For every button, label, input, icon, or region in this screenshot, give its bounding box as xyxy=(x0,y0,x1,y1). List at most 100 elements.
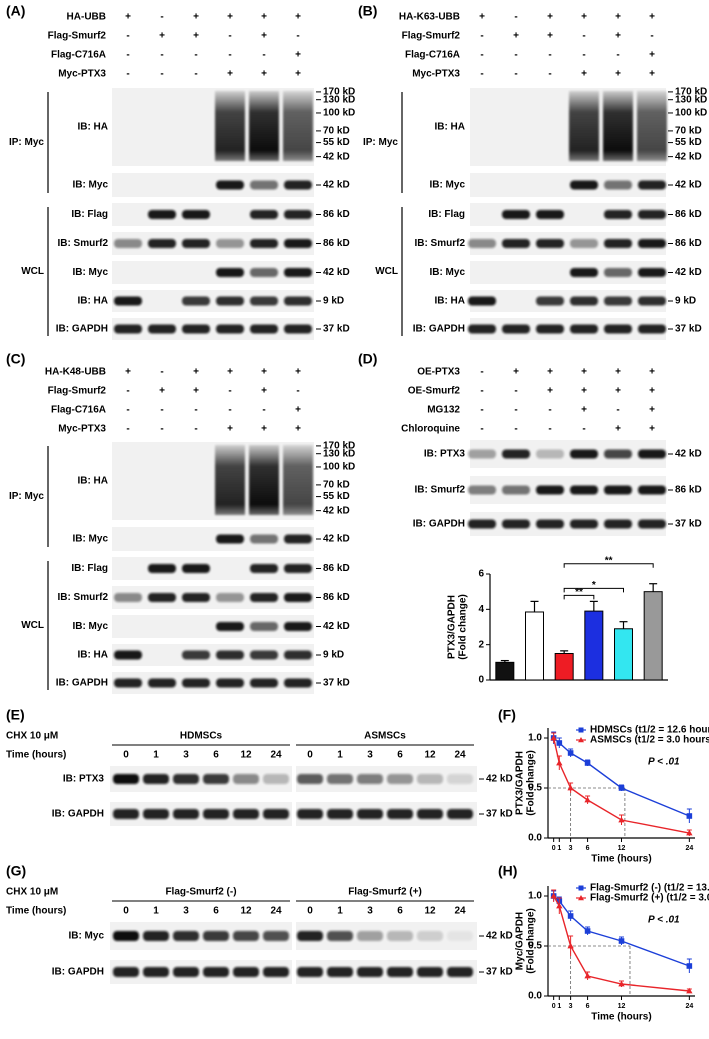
blot-membrane xyxy=(112,261,314,284)
treatment-name: MG132 xyxy=(427,405,460,416)
treatment-sign: - xyxy=(228,31,231,42)
band xyxy=(638,324,666,334)
x-tick-label: 0 xyxy=(552,845,556,852)
y-tick-label: 6 xyxy=(478,569,484,580)
treatment-sign: + xyxy=(295,424,301,435)
band xyxy=(182,650,210,660)
treatment-sign: + xyxy=(295,69,301,80)
panel-label: (F) xyxy=(498,707,516,723)
size-marker: 100 kD xyxy=(675,108,707,119)
blot-membrane xyxy=(112,88,314,166)
significance-label: ** xyxy=(575,587,583,598)
treatment-sign: - xyxy=(160,69,163,80)
blot-label: IB: HA xyxy=(434,296,465,307)
treatment-sign: + xyxy=(649,50,655,61)
legend-label: ASMSCs (t1/2 = 3.0 hours) xyxy=(590,735,709,746)
data-point xyxy=(567,784,574,791)
size-marker: 86 kD xyxy=(675,209,702,220)
panel-label: (E) xyxy=(6,707,25,723)
treatment-sign: - xyxy=(126,69,129,80)
treatment-sign: + xyxy=(581,405,587,416)
treatment-name: Myc-PTX3 xyxy=(412,69,460,80)
band xyxy=(468,296,496,306)
band xyxy=(182,239,210,248)
blot-label: IB: Myc xyxy=(72,267,108,278)
treatment-sign: + xyxy=(227,424,233,435)
treatment-sign: + xyxy=(193,12,199,23)
treatment-name: Chloroquine xyxy=(401,424,460,435)
smear-band xyxy=(283,91,313,161)
band xyxy=(536,210,564,219)
treatment-sign: - xyxy=(548,405,551,416)
blot-membrane xyxy=(470,512,666,536)
treatment-sign: + xyxy=(159,386,165,397)
band xyxy=(468,324,496,334)
treatment-sign: + xyxy=(227,69,233,80)
y-tick-label: 1.0 xyxy=(528,891,542,902)
time-point: 0 xyxy=(307,906,313,917)
series-line xyxy=(552,737,690,834)
size-marker: 130 kD xyxy=(323,448,355,459)
treatment-sign: + xyxy=(581,69,587,80)
series-line xyxy=(553,895,690,967)
band xyxy=(604,485,632,495)
group-name: Flag-Smurf2 (-) xyxy=(165,887,236,898)
band xyxy=(638,210,666,219)
blot-label: IB: HA xyxy=(77,122,108,133)
band xyxy=(570,180,598,190)
time-point: 1 xyxy=(153,906,159,917)
group-name: HDMSCs xyxy=(180,731,223,742)
legend-marker xyxy=(578,885,584,891)
legend-label: Flag-Smurf2 (-) (t1/2 = 13.5 hours) xyxy=(590,883,709,894)
treatment-name: OE-Smurf2 xyxy=(408,386,461,397)
size-marker: 86 kD xyxy=(323,209,350,220)
band xyxy=(417,809,443,819)
treatment-sign: + xyxy=(649,12,655,23)
blot-membrane xyxy=(112,586,314,609)
size-marker: 70 kD xyxy=(323,126,350,137)
band xyxy=(233,809,259,819)
legend-label: HDMSCs (t1/2 = 12.6 hours) xyxy=(590,725,709,736)
y-tick-label: 4 xyxy=(478,604,484,615)
treatment-sign: - xyxy=(194,69,197,80)
band xyxy=(604,180,632,190)
band xyxy=(357,809,383,819)
blot-label: IB: GAPDH xyxy=(413,519,465,530)
band xyxy=(113,931,139,941)
band xyxy=(502,324,530,334)
blot-label: IB: Myc xyxy=(72,534,108,545)
band xyxy=(263,809,289,819)
time-point: 24 xyxy=(270,750,282,761)
y-axis-label: PTX3/GAPDH xyxy=(447,595,458,659)
blot-label: IB: GAPDH xyxy=(56,678,108,689)
blot-membrane xyxy=(470,476,666,504)
band xyxy=(148,678,176,688)
band xyxy=(250,296,278,306)
treatment-sign: + xyxy=(295,12,301,23)
time-point: 0 xyxy=(123,906,129,917)
group-name: Flag-Smurf2 (+) xyxy=(348,887,422,898)
size-marker: 42 kD xyxy=(323,267,350,278)
time-point: 6 xyxy=(397,750,403,761)
size-marker: 37 kD xyxy=(486,809,513,820)
data-point xyxy=(584,928,591,934)
treatment-sign: + xyxy=(649,405,655,416)
band xyxy=(570,239,598,248)
band xyxy=(250,324,278,334)
band xyxy=(173,774,199,784)
treatment-sign: - xyxy=(160,12,163,23)
size-marker: 70 kD xyxy=(323,480,350,491)
y-tick-label: 0.0 xyxy=(528,991,542,1002)
treatment-name: CHX 10 μM xyxy=(6,887,58,898)
x-axis-label: Time (hours) xyxy=(591,1012,651,1023)
treatment-sign: - xyxy=(548,424,551,435)
blot-membrane xyxy=(110,766,292,792)
y-tick-label: 0.5 xyxy=(528,941,542,952)
blot-label: IB: HA xyxy=(77,296,108,307)
series-line xyxy=(553,895,690,992)
band xyxy=(263,967,289,977)
significance-bracket xyxy=(563,594,595,600)
band xyxy=(233,931,259,941)
treatment-sign: + xyxy=(649,367,655,378)
